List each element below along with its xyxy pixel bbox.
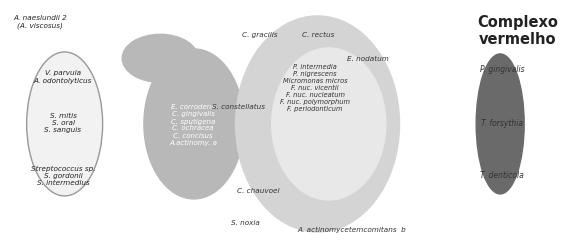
Text: A. actinomycetemcomitans  b: A. actinomycetemcomitans b (298, 227, 406, 233)
Text: Streptococcus sp.
S. gordonii
S. intermedius: Streptococcus sp. S. gordonii S. interme… (31, 166, 95, 186)
Text: T. denticola: T. denticola (480, 172, 524, 181)
Text: S. mitis
S. oral
S. sanguis: S. mitis S. oral S. sanguis (44, 113, 81, 133)
Text: C. chauvoel: C. chauvoel (237, 188, 279, 194)
Ellipse shape (235, 16, 400, 232)
Text: T. forsythia: T. forsythia (481, 119, 523, 128)
Text: V. parvula
A. odontolyticus: V. parvula A. odontolyticus (34, 70, 92, 84)
Text: Complexo
vermelho: Complexo vermelho (478, 15, 559, 47)
Ellipse shape (272, 48, 386, 200)
Ellipse shape (144, 49, 244, 199)
Text: P. gingivalis: P. gingivalis (480, 64, 524, 73)
Text: A. naeslundii 2
(A. viscosus): A. naeslundii 2 (A. viscosus) (13, 15, 67, 28)
Ellipse shape (122, 34, 198, 82)
Text: C. rectus: C. rectus (302, 32, 334, 38)
Text: E. corrodens
C. gingivalis
C. sputigena
C. ochracea
C. concisus
A.actinomy. a: E. corrodens C. gingivalis C. sputigena … (169, 104, 217, 146)
Text: E. nodatum: E. nodatum (347, 56, 389, 62)
Text: C. gracilis: C. gracilis (242, 32, 278, 38)
Text: P. intermedia
P. nigrescens
Micromonas micros
F. nuc. vicentii
F. nuc. nucleatum: P. intermedia P. nigrescens Micromonas m… (280, 64, 350, 112)
Text: S. constellatus: S. constellatus (211, 104, 265, 110)
Ellipse shape (26, 52, 103, 196)
Ellipse shape (476, 54, 524, 194)
Text: S. noxia: S. noxia (230, 220, 260, 226)
